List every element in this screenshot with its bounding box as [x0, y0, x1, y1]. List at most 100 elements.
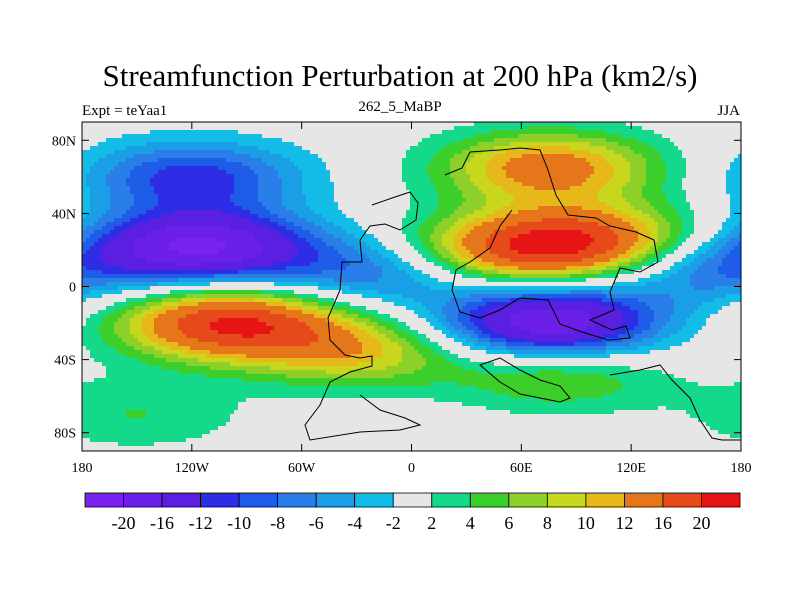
field-cell	[178, 234, 183, 239]
field-cell	[282, 178, 287, 183]
field-cell	[82, 182, 87, 187]
field-cell	[94, 330, 99, 335]
field-cell	[110, 126, 115, 131]
field-cell	[166, 170, 171, 175]
field-cell	[266, 338, 271, 343]
field-cell	[202, 274, 207, 279]
field-cell	[142, 446, 147, 451]
field-cell	[182, 142, 187, 147]
field-cell	[174, 230, 179, 235]
field-cell	[90, 298, 95, 303]
field-cell	[210, 126, 215, 131]
field-cell	[150, 226, 155, 231]
field-cell	[286, 254, 291, 259]
field-cell	[82, 398, 87, 403]
field-cell	[294, 306, 299, 311]
field-cell	[186, 298, 191, 303]
field-cell	[290, 386, 295, 391]
field-cell	[322, 166, 327, 171]
field-cell	[194, 298, 199, 303]
field-cell	[270, 258, 275, 263]
field-cell	[314, 442, 319, 447]
field-cell	[178, 286, 183, 291]
field-cell	[262, 194, 267, 199]
field-cell	[122, 290, 127, 295]
field-cell	[214, 378, 219, 383]
field-cell	[86, 270, 91, 275]
field-cell	[94, 230, 99, 235]
field-cell	[82, 326, 87, 331]
field-cell	[98, 378, 103, 383]
field-cell	[250, 290, 255, 295]
field-cell	[186, 322, 191, 327]
field-cell	[246, 266, 251, 271]
field-cell	[302, 238, 307, 243]
field-cell	[306, 298, 311, 303]
field-cell	[266, 126, 271, 131]
field-cell	[262, 166, 267, 171]
field-cell	[154, 362, 159, 367]
field-cell	[138, 318, 143, 323]
field-cell	[178, 426, 183, 431]
field-cell	[318, 242, 323, 247]
field-cell	[126, 222, 131, 227]
field-cell	[258, 202, 263, 207]
field-cell	[98, 138, 103, 143]
field-cell	[162, 422, 167, 427]
field-cell	[106, 130, 111, 135]
field-cell	[302, 386, 307, 391]
field-cell	[138, 234, 143, 239]
field-cell	[162, 326, 167, 331]
field-cell	[134, 446, 139, 451]
field-cell	[98, 410, 103, 415]
field-cell	[234, 382, 239, 387]
field-cell	[266, 278, 271, 283]
field-cell	[318, 174, 323, 179]
field-cell	[82, 258, 87, 263]
field-cell	[222, 434, 227, 439]
field-cell	[146, 166, 151, 171]
field-cell	[126, 374, 131, 379]
field-cell	[162, 402, 167, 407]
field-cell	[214, 166, 219, 171]
field-cell	[254, 322, 259, 327]
field-cell	[262, 142, 267, 147]
field-cell	[286, 310, 291, 315]
field-cell	[106, 362, 111, 367]
field-cell	[242, 334, 247, 339]
field-cell	[222, 430, 227, 435]
field-cell	[82, 170, 87, 175]
field-cell	[110, 334, 115, 339]
field-cell	[138, 170, 143, 175]
field-cell	[138, 290, 143, 295]
field-cell	[102, 330, 107, 335]
field-cell	[218, 122, 223, 127]
field-cell	[302, 282, 307, 287]
field-cell	[170, 130, 175, 135]
field-cell	[294, 414, 299, 419]
field-cell	[146, 234, 151, 239]
field-cell	[146, 258, 151, 263]
field-cell	[118, 146, 123, 151]
field-cell	[194, 246, 199, 251]
field-cell	[86, 442, 91, 447]
field-cell	[186, 166, 191, 171]
field-cell	[302, 270, 307, 275]
field-cell	[158, 318, 163, 323]
field-cell	[314, 254, 319, 259]
field-cell	[182, 378, 187, 383]
field-cell	[318, 362, 323, 367]
field-cell	[174, 346, 179, 351]
field-cell	[150, 130, 155, 135]
field-cell	[178, 186, 183, 191]
field-cell	[230, 338, 235, 343]
field-cell	[150, 218, 155, 223]
field-cell	[274, 134, 279, 139]
field-cell	[226, 146, 231, 151]
field-cell	[246, 414, 251, 419]
field-cell	[278, 178, 283, 183]
field-cell	[314, 202, 319, 207]
field-cell	[238, 234, 243, 239]
field-cell	[286, 150, 291, 155]
field-cell	[178, 378, 183, 383]
